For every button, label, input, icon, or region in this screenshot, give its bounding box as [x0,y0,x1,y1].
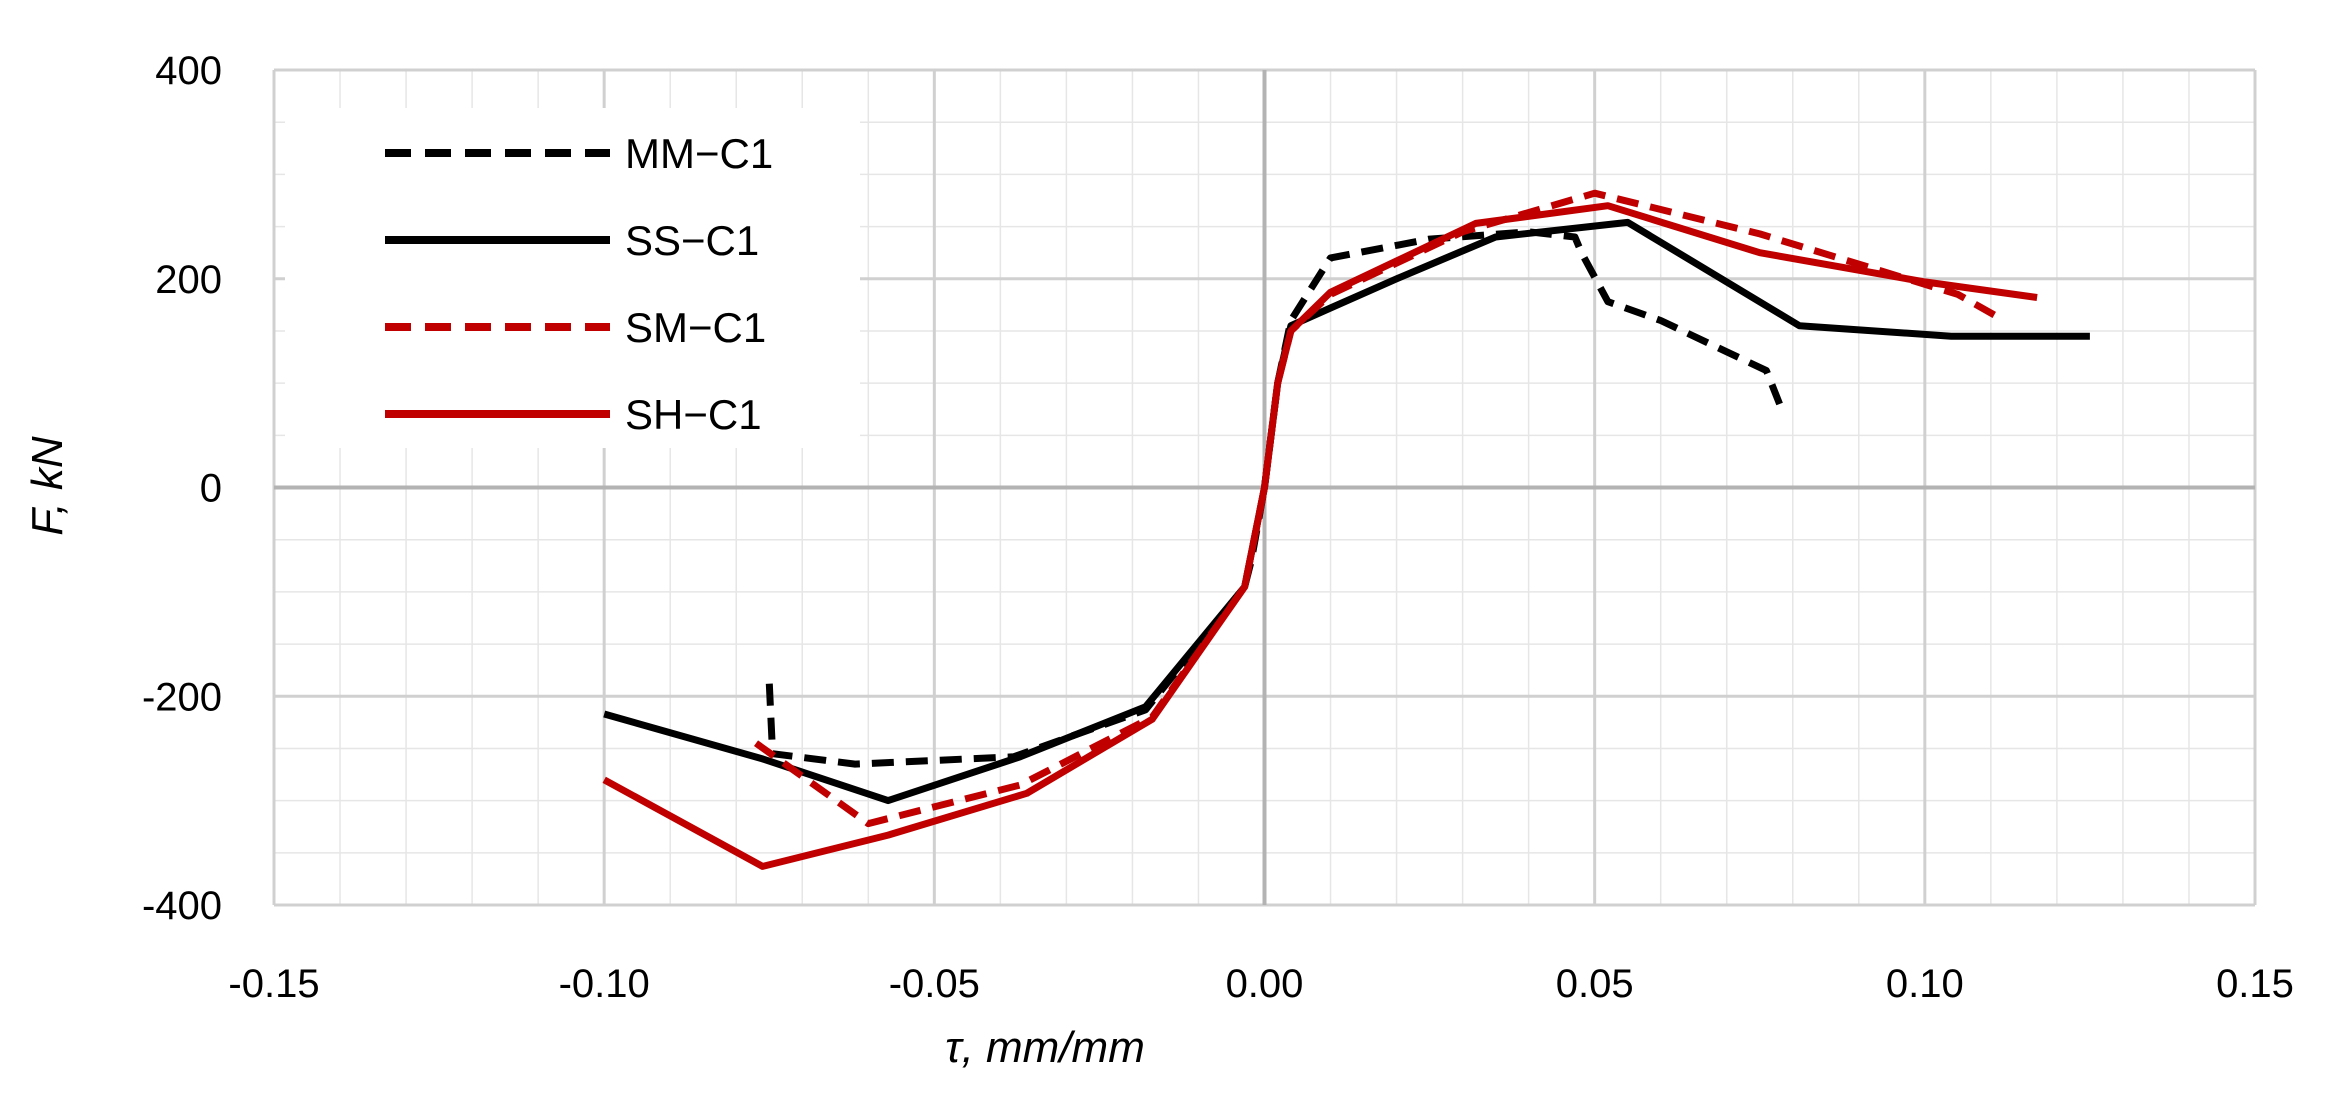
x-tick-label: 0.05 [1556,962,1634,1006]
legend-label-sm-c1: SM−C1 [625,304,766,351]
legend-label-sh-c1: SH−C1 [625,391,762,438]
y-tick-label: 400 [155,49,222,93]
y-tick-label: 0 [200,467,222,511]
y-tick-label: -400 [142,884,222,928]
y-axis-title: F, kN [23,436,72,536]
x-axis-title: τ, mm/mm [945,1023,1145,1072]
x-tick-label: -0.05 [889,962,980,1006]
x-tick-label: -0.10 [559,962,650,1006]
series-line-sh-c1 [602,202,2038,870]
legend-label-mm-c1: MM−C1 [625,130,773,177]
y-tick-label: -200 [142,675,222,719]
x-tick-label: 0.15 [2216,962,2294,1006]
legend-label-ss-c1: SS−C1 [625,217,759,264]
data-series [602,189,2090,870]
legend-items: MM−C1 SS−C1 SM−C1 SH−C1 [385,130,773,438]
x-tick-label: 0.00 [1226,962,1304,1006]
y-tick-label: 200 [155,258,222,302]
legend-box [285,108,860,448]
x-tick-label: 0.10 [1886,962,1964,1006]
x-tick-label: -0.15 [228,962,319,1006]
x-tick-labels: -0.15 -0.10 -0.05 0.00 0.05 0.10 0.15 [228,962,2294,1006]
y-tick-labels: -400 -200 0 200 400 [142,49,222,928]
legend: MM−C1 SS−C1 SM−C1 SH−C1 [285,108,860,448]
